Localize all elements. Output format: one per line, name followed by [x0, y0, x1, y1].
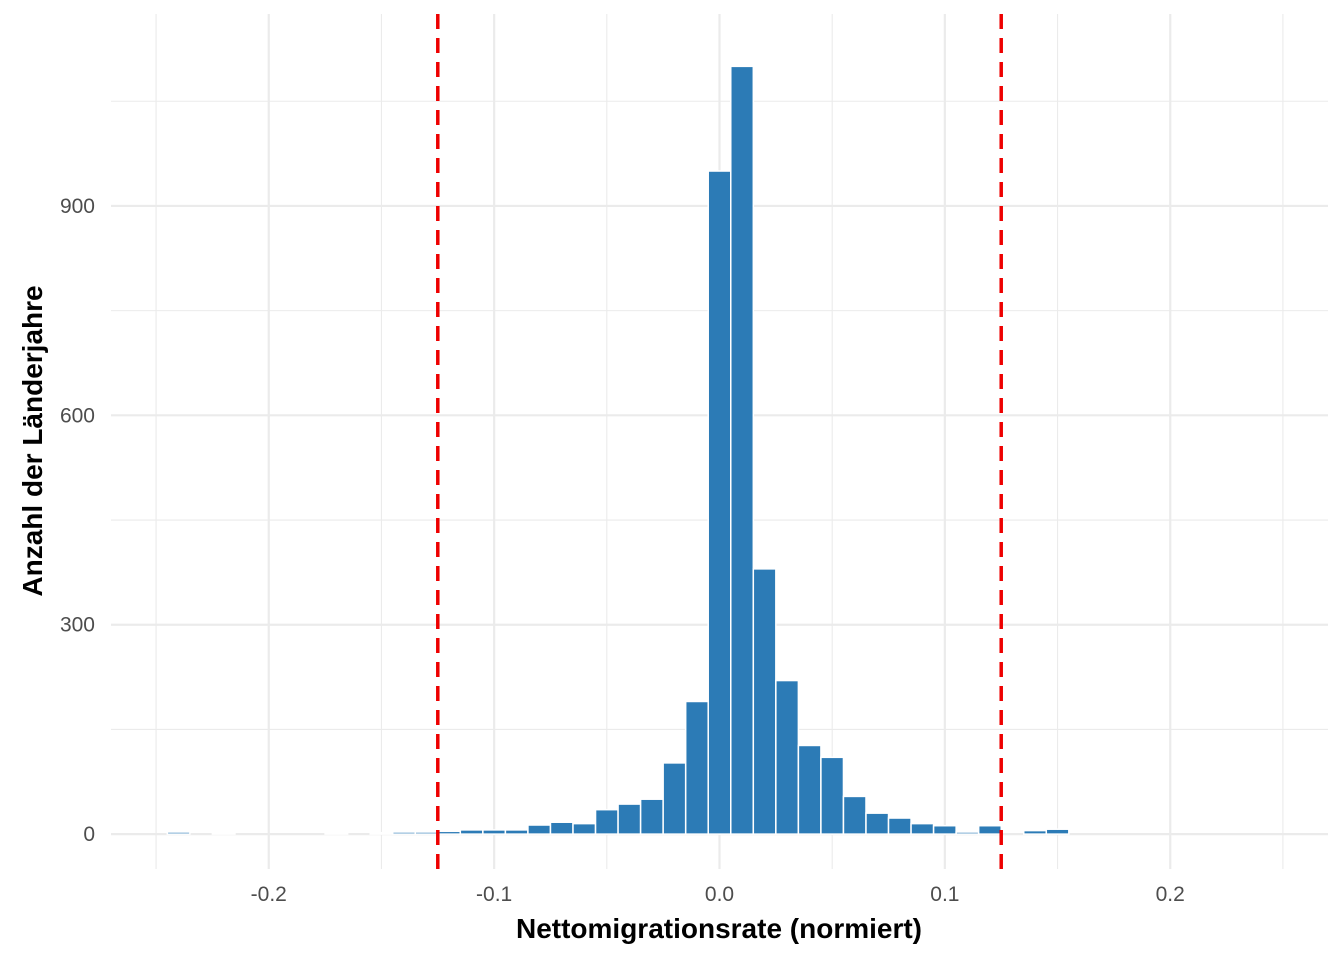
y-tick-label: 900	[60, 195, 95, 218]
histogram-bar	[865, 812, 890, 835]
histogram-bar	[369, 831, 394, 835]
histogram-bar	[752, 568, 777, 835]
histogram-bar	[459, 829, 484, 835]
x-tick-label: -0.1	[476, 883, 512, 906]
histogram-bar	[684, 700, 709, 835]
histogram-bar	[932, 824, 957, 835]
histogram-bar	[324, 831, 349, 835]
histogram-bar	[775, 679, 800, 835]
x-tick-label: -0.2	[251, 883, 287, 906]
histogram-bar	[527, 824, 552, 835]
histogram-bar	[504, 829, 529, 835]
histogram-bar	[707, 170, 732, 835]
histogram-bar	[820, 756, 845, 835]
histogram-bar	[910, 822, 935, 835]
x-tick-label: 0.2	[1156, 883, 1185, 906]
histogram-bar	[842, 795, 867, 835]
histogram-bar	[437, 830, 462, 835]
histogram-bar	[887, 817, 912, 835]
histogram-bars	[166, 65, 1070, 835]
x-tick-label: 0.1	[930, 883, 959, 906]
histogram-bar	[797, 744, 822, 835]
y-tick-label: 600	[60, 404, 95, 427]
histogram-bar	[730, 65, 755, 835]
histogram-bar	[211, 831, 236, 835]
x-axis-tick-labels: -0.2 -0.1 0.0 0.1 0.2	[251, 883, 1185, 906]
histogram-bar	[1045, 828, 1070, 835]
histogram-bar	[572, 822, 597, 835]
histogram-bar	[391, 831, 416, 835]
x-axis-title: Nettomigrationsrate (normiert)	[516, 913, 922, 944]
histogram-bar	[955, 831, 980, 835]
x-tick-label: 0.0	[705, 883, 734, 906]
histogram-bar	[977, 824, 1002, 835]
histogram-bar	[414, 831, 439, 835]
histogram-bar	[482, 829, 507, 835]
histogram-bar	[594, 808, 619, 835]
y-axis-tick-labels: 0 300 600 900	[60, 195, 95, 846]
histogram-bar	[549, 821, 574, 835]
histogram-bar	[662, 762, 687, 835]
histogram-bar	[166, 831, 191, 835]
y-tick-label: 0	[83, 823, 95, 846]
histogram-bar	[639, 798, 664, 835]
histogram-bar	[617, 803, 642, 835]
y-axis-title: Anzahl der Länderjahre	[17, 285, 48, 596]
y-tick-label: 300	[60, 614, 95, 637]
histogram-bar	[1023, 829, 1048, 835]
